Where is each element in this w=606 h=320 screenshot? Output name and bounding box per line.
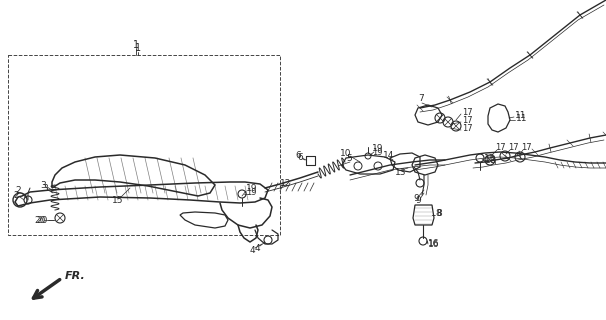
Text: 19: 19 <box>246 183 258 193</box>
Text: 6: 6 <box>297 153 303 162</box>
Text: 12: 12 <box>280 179 291 188</box>
Text: 16: 16 <box>428 239 439 249</box>
Text: 5: 5 <box>346 154 351 163</box>
Text: 19: 19 <box>372 148 382 156</box>
Text: 7: 7 <box>418 93 424 102</box>
Text: 19: 19 <box>372 143 384 153</box>
Text: 9: 9 <box>413 194 419 203</box>
Text: 11: 11 <box>516 114 527 123</box>
Text: 17: 17 <box>462 116 473 124</box>
Text: 4: 4 <box>255 244 261 252</box>
Text: 20: 20 <box>36 215 47 225</box>
Text: 1: 1 <box>135 43 141 53</box>
Text: 15: 15 <box>112 196 124 204</box>
Text: 8: 8 <box>435 209 441 218</box>
Text: 10: 10 <box>340 148 351 157</box>
Text: 17: 17 <box>462 124 473 132</box>
Text: 9: 9 <box>415 196 421 204</box>
Text: 18: 18 <box>484 154 496 163</box>
Text: 17: 17 <box>495 142 505 151</box>
Text: 4: 4 <box>250 245 256 254</box>
Text: 11: 11 <box>515 110 527 119</box>
Text: 19: 19 <box>246 188 256 196</box>
Text: 8: 8 <box>436 209 442 218</box>
Text: 2: 2 <box>15 186 21 195</box>
Text: 17: 17 <box>521 142 531 151</box>
Text: 1: 1 <box>133 40 139 50</box>
Text: 17: 17 <box>462 108 473 116</box>
Text: FR.: FR. <box>65 271 86 281</box>
Text: 14: 14 <box>383 150 395 159</box>
Text: 20: 20 <box>34 215 45 225</box>
Text: 13: 13 <box>395 167 407 177</box>
Text: 6: 6 <box>295 150 301 159</box>
Text: 17: 17 <box>508 142 519 151</box>
Text: 2: 2 <box>13 190 19 199</box>
Text: 18: 18 <box>485 156 496 164</box>
Text: 3: 3 <box>42 183 48 193</box>
Text: 16: 16 <box>428 238 439 247</box>
Text: 3: 3 <box>40 180 45 189</box>
